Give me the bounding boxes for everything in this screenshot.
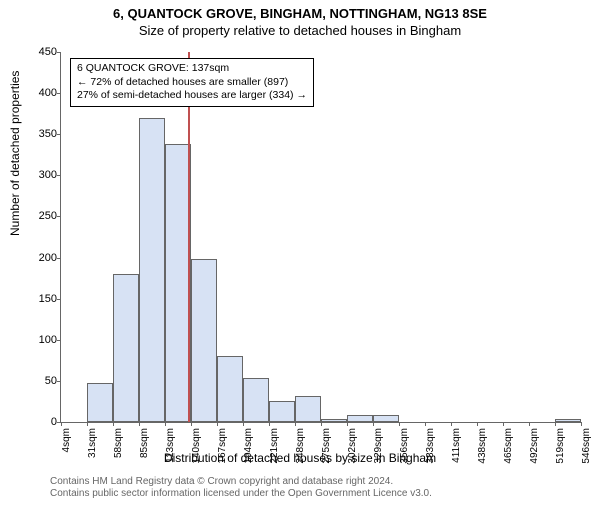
info-box: 6 QUANTOCK GROVE: 137sqm ← 72% of detach… — [70, 58, 314, 107]
x-tick-mark — [87, 422, 88, 426]
y-tick-label: 300 — [27, 169, 57, 181]
x-tick-mark — [321, 422, 322, 426]
info-box-line2: ← 72% of detached houses are smaller (89… — [77, 76, 307, 90]
x-tick-mark — [191, 422, 192, 426]
y-tick-mark — [57, 134, 61, 135]
x-tick-mark — [529, 422, 530, 426]
y-tick-mark — [57, 381, 61, 382]
footer: Contains HM Land Registry data © Crown c… — [50, 476, 432, 500]
x-tick-mark — [425, 422, 426, 426]
y-tick-label: 400 — [27, 87, 57, 99]
y-tick-label: 200 — [27, 252, 57, 264]
y-tick-label: 0 — [27, 416, 57, 428]
footer-line1: Contains HM Land Registry data © Crown c… — [50, 476, 432, 488]
y-tick-label: 50 — [27, 375, 57, 387]
x-tick-mark — [503, 422, 504, 426]
x-tick-mark — [165, 422, 166, 426]
x-tick-mark — [477, 422, 478, 426]
chart-title-sub: Size of property relative to detached ho… — [0, 23, 600, 38]
x-tick-mark — [295, 422, 296, 426]
x-tick-mark — [113, 422, 114, 426]
histogram-bar — [87, 383, 113, 422]
histogram-bar — [321, 419, 347, 422]
histogram-bar — [191, 259, 217, 422]
x-tick-mark — [61, 422, 62, 426]
y-tick-mark — [57, 93, 61, 94]
x-tick-label: 4sqm — [61, 428, 63, 452]
x-axis-label: Distribution of detached houses by size … — [0, 451, 600, 465]
y-tick-label: 450 — [27, 46, 57, 58]
histogram-bar — [373, 415, 399, 422]
x-tick-mark — [581, 422, 582, 426]
histogram-bar — [295, 396, 321, 422]
plot-area: 0501001502002503003504004504sqm31sqm58sq… — [60, 52, 581, 423]
y-tick-mark — [57, 52, 61, 53]
histogram-bar — [113, 274, 139, 422]
y-tick-mark — [57, 340, 61, 341]
marker-line — [188, 52, 190, 422]
x-tick-mark — [555, 422, 556, 426]
y-tick-mark — [57, 216, 61, 217]
info-box-line3: 27% of semi-detached houses are larger (… — [77, 89, 307, 103]
y-tick-label: 100 — [27, 334, 57, 346]
histogram-bar — [555, 419, 581, 422]
x-tick-mark — [347, 422, 348, 426]
plot-container: 0501001502002503003504004504sqm31sqm58sq… — [60, 52, 580, 422]
info-box-line1: 6 QUANTOCK GROVE: 137sqm — [77, 62, 307, 76]
y-tick-mark — [57, 175, 61, 176]
x-tick-mark — [451, 422, 452, 426]
x-tick-mark — [373, 422, 374, 426]
chart-title-main: 6, QUANTOCK GROVE, BINGHAM, NOTTINGHAM, … — [0, 6, 600, 21]
histogram-bar — [347, 415, 373, 422]
histogram-bar — [139, 118, 165, 422]
y-tick-label: 350 — [27, 128, 57, 140]
x-tick-mark — [217, 422, 218, 426]
y-tick-label: 150 — [27, 293, 57, 305]
histogram-bar — [165, 144, 191, 422]
x-tick-mark — [269, 422, 270, 426]
y-tick-mark — [57, 299, 61, 300]
histogram-bar — [243, 378, 269, 422]
histogram-bar — [217, 356, 243, 422]
y-tick-label: 250 — [27, 210, 57, 222]
x-tick-mark — [139, 422, 140, 426]
y-axis-label: Number of detached properties — [8, 71, 22, 236]
x-tick-mark — [399, 422, 400, 426]
footer-line2: Contains public sector information licen… — [50, 488, 432, 500]
histogram-bar — [269, 401, 295, 422]
y-tick-mark — [57, 258, 61, 259]
x-tick-mark — [243, 422, 244, 426]
